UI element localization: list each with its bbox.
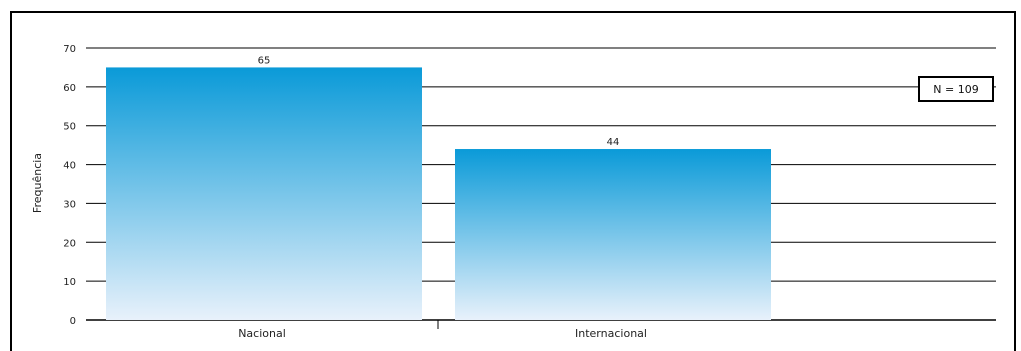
data-label: 65 (258, 55, 271, 66)
sample-size-label: N = 109 (933, 83, 978, 96)
y-axis-ticks: 0 10 20 30 40 50 60 70 (63, 44, 76, 327)
y-tick-label: 20 (63, 238, 76, 249)
y-tick-label: 40 (63, 161, 76, 172)
chart-frame (10, 11, 1016, 351)
bars: 65 44 (106, 55, 771, 320)
y-tick-label: 30 (63, 199, 76, 210)
bar-nacional (106, 67, 422, 320)
y-axis-label: Frequência (31, 153, 44, 213)
y-tick-label: 70 (63, 44, 76, 55)
y-tick-label: 50 (63, 122, 76, 133)
x-category-label: Internacional (575, 327, 647, 340)
x-category-label: Nacional (238, 327, 286, 340)
y-tick-label: 0 (70, 316, 76, 327)
x-axis: Nacional Internacional (238, 320, 647, 340)
y-tick-label: 60 (63, 83, 76, 94)
y-tick-label: 10 (63, 277, 76, 288)
sample-size-box: N = 109 (918, 76, 994, 102)
data-label: 44 (607, 137, 620, 148)
bar-internacional (455, 149, 771, 320)
